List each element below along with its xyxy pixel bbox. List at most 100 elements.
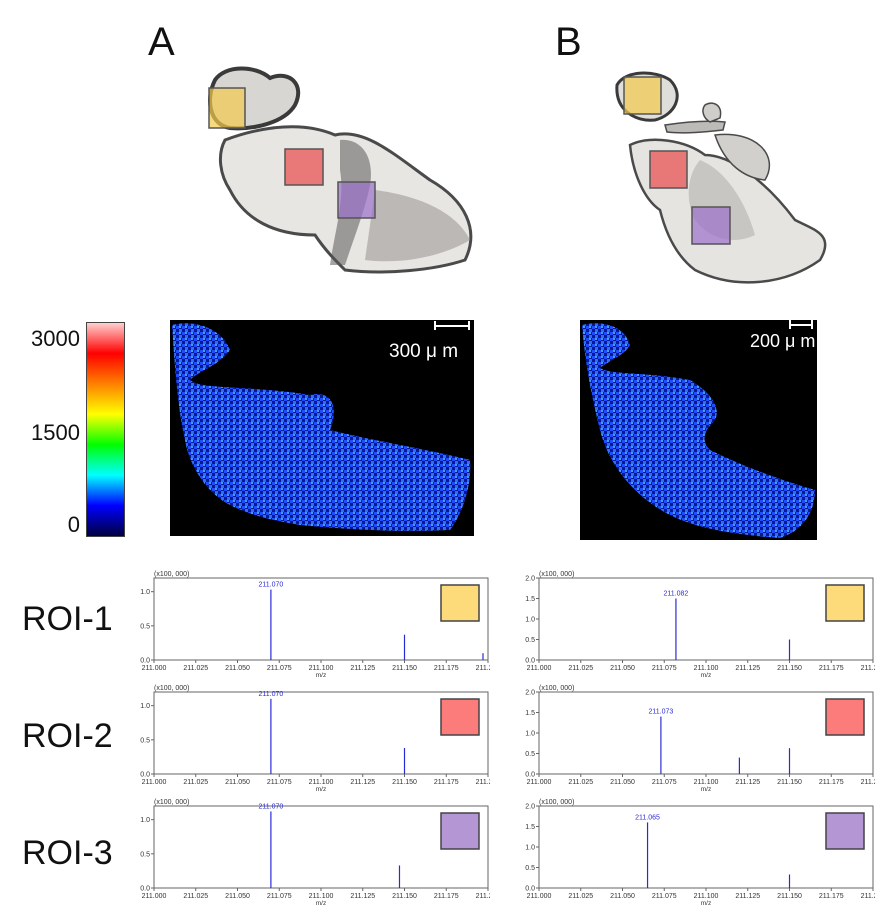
x-tick-label: 211.200: [861, 665, 875, 672]
x-tick-label: 211.175: [819, 893, 844, 900]
ms-image-a: [170, 320, 474, 536]
tissue-a-tail: [365, 190, 470, 262]
y-tick-label: 1.0: [525, 731, 535, 738]
x-tick-label: 211.150: [777, 779, 802, 786]
peak-annotation: 211.070: [259, 803, 284, 810]
x-tick-label: 211.200: [861, 779, 875, 786]
x-tick-label: 211.125: [350, 893, 375, 900]
x-axis-label: m/z: [316, 672, 326, 678]
x-tick-label: 211.200: [861, 893, 875, 900]
x-tick-label: 211.000: [527, 665, 552, 672]
scale-bar-a-cap-right: [468, 321, 470, 330]
y-tick-label: 2.0: [525, 690, 535, 697]
scale-label-b: 200 μ m: [750, 331, 816, 351]
ms-image-a-tissue: [172, 323, 471, 531]
roi-box-a-2: [284, 148, 324, 186]
x-tick-label: 211.175: [819, 779, 844, 786]
x-tick-label: 211.000: [527, 779, 552, 786]
roi-box-a-1: [208, 87, 246, 129]
x-tick-label: 211.175: [434, 665, 459, 672]
y-tick-label: 0.0: [140, 886, 150, 893]
y-tick-label: 1.0: [140, 703, 150, 710]
x-tick-label: 211.200: [476, 893, 490, 900]
spectrum-a-roi-1: (x100, 000) 0.0 0.5 1.0 211.000 211.025 211.05…: [140, 571, 490, 678]
y-tick-label: 0.5: [525, 637, 535, 644]
scale-bar-b-cap-right: [811, 320, 813, 329]
roi-label-1: ROI-1: [22, 600, 113, 638]
x-tick-label: 211.200: [476, 779, 490, 786]
roi-swatch: [440, 812, 480, 850]
y-tick-label: 2.0: [525, 576, 535, 583]
peak-annotation: 211.082: [664, 591, 689, 598]
y-scale-label: (x100, 000): [539, 685, 574, 692]
y-tick-label: 0.5: [140, 737, 150, 744]
x-tick-label: 211.150: [392, 665, 417, 672]
roi-swatch: [825, 812, 865, 850]
roi-box-a-3: [337, 181, 376, 219]
roi-box-b-3: [691, 206, 731, 245]
x-tick-label: 211.050: [225, 893, 250, 900]
x-tick-label: 211.050: [610, 893, 635, 900]
roi-swatch: [825, 698, 865, 736]
scale-bar-b: [789, 324, 813, 326]
roi-label-3: ROI-3: [22, 834, 113, 872]
x-tick-label: 211.025: [183, 665, 208, 672]
y-tick-label: 2.0: [525, 804, 535, 811]
y-tick-label: 1.0: [140, 817, 150, 824]
spectrum-b-roi-3: (x100, 000) 0.0 0.5 1.0 1.5 2.0 211.000 211.025…: [525, 799, 875, 906]
x-tick-label: 211.075: [267, 665, 292, 672]
roi-swatch: [825, 584, 865, 622]
x-tick-label: 211.025: [183, 779, 208, 786]
peak-annotation: 211.073: [649, 709, 674, 716]
roi-box-b-1: [623, 76, 662, 115]
plot-frame: [153, 805, 489, 889]
scale-bar-a-cap-left: [434, 321, 436, 330]
ms-image-b: [580, 320, 817, 540]
x-tick-label: 211.000: [142, 893, 167, 900]
spectrum-b-roi-1: (x100, 000) 0.0 0.5 1.0 1.5 2.0 211.000 211.025…: [525, 571, 875, 678]
y-scale-label: (x100, 000): [539, 571, 574, 578]
plot-frame: [153, 691, 489, 775]
ms-image-b-canvas: [582, 323, 815, 538]
x-tick-label: 211.025: [568, 665, 593, 672]
x-tick-label: 211.050: [610, 779, 635, 786]
roi-swatch: [440, 698, 480, 736]
x-tick-label: 211.075: [652, 665, 677, 672]
y-tick-label: 1.0: [525, 845, 535, 852]
spectrum-a-roi-3: (x100, 000) 0.0 0.5 1.0 211.000 211.025 211.05…: [140, 799, 490, 906]
x-tick-label: 211.125: [735, 779, 760, 786]
y-tick-label: 1.5: [525, 710, 535, 717]
tissue-b-fragment: [702, 102, 722, 123]
ms-image-a-canvas: [172, 323, 471, 531]
x-tick-label: 211.025: [568, 893, 593, 900]
y-scale-label: (x100, 000): [154, 799, 189, 806]
x-tick-label: 211.075: [652, 893, 677, 900]
x-tick-label: 211.100: [309, 665, 334, 672]
x-tick-label: 211.175: [819, 665, 844, 672]
x-tick-label: 211.100: [694, 665, 719, 672]
x-axis-label: m/z: [701, 786, 711, 792]
x-tick-label: 211.075: [267, 893, 292, 900]
y-tick-label: 0.5: [525, 865, 535, 872]
x-axis-label: m/z: [701, 672, 711, 678]
y-tick-label: 0.0: [140, 772, 150, 779]
x-tick-label: 211.075: [267, 779, 292, 786]
y-tick-label: 1.5: [525, 824, 535, 831]
scale-bar-a: [434, 325, 470, 327]
colorbar-tick-mid: 1500: [31, 420, 80, 445]
x-tick-label: 211.100: [694, 893, 719, 900]
peak-annotation: 211.070: [259, 582, 284, 589]
peak-annotation: 211.070: [259, 691, 284, 698]
spectrum-a-roi-2: (x100, 000) 0.0 0.5 1.0 211.000 211.025 211.05…: [140, 685, 490, 792]
x-tick-label: 211.000: [142, 665, 167, 672]
colorbar-tick-max: 3000: [31, 326, 80, 351]
x-tick-label: 211.025: [568, 779, 593, 786]
x-tick-label: 211.150: [392, 779, 417, 786]
y-tick-label: 1.0: [140, 589, 150, 596]
spectrum-b-roi-2: (x100, 000) 0.0 0.5 1.0 1.5 2.0 211.000 211.025…: [525, 685, 875, 792]
x-tick-label: 211.125: [350, 779, 375, 786]
tissue-section-b: [615, 71, 827, 284]
x-tick-label: 211.075: [652, 779, 677, 786]
roi-label-2: ROI-2: [22, 717, 113, 755]
plot-frame: [153, 577, 489, 661]
